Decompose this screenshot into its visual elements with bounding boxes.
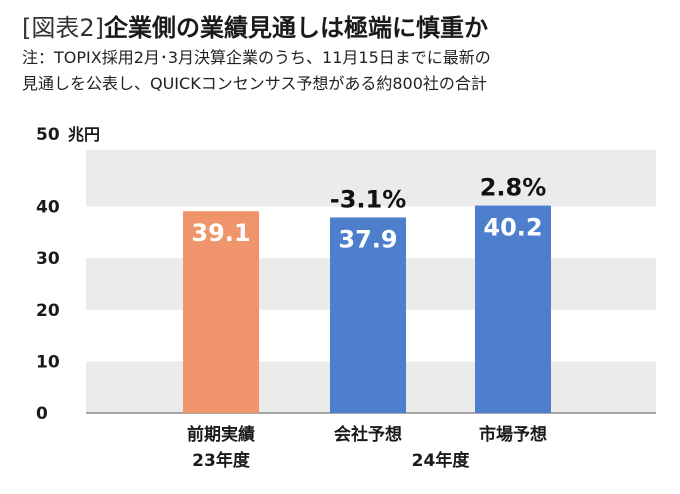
category-label-0: 前期実績 [187,424,255,445]
bar-value-label-1: 37.9 [338,225,397,253]
category-label-2: 市場予想 [479,424,547,445]
y-tick-label-30: 30 [36,249,60,269]
note-line-1: 注：TOPIX採用2月･3月決算企業のうち、11月15日までに最新の [22,48,491,67]
change-label-2: 2.8% [480,174,547,202]
bar-2 [475,205,551,413]
change-label-1: -3.1% [330,185,407,213]
y-tick-label-10: 10 [36,352,60,372]
y-unit-label: 兆円 [68,125,100,144]
category-label-1: 会社予想 [334,424,402,445]
figure-tag: [図表2] [22,14,104,42]
year-group-label-1: 24年度 [412,450,471,471]
bar-0 [183,211,259,413]
grid-band-40-50 [86,150,656,207]
y-tick-label-20: 20 [36,301,60,321]
title-text: 企業側の業績見通しは極端に慎重か [104,14,488,42]
y-tick-label-0: 0 [36,404,48,424]
chart-title: [図表2]企業側の業績見通しは極端に慎重か [22,12,664,44]
year-group-label-0: 23年度 [192,450,251,471]
y-tick-label-50: 50 [36,125,60,145]
bar-value-label-0: 39.1 [191,219,250,247]
note-line-2: 見通しを公表し、QUICKコンセンサス予想がある約800社の合計 [22,74,487,93]
bar-1 [330,217,406,413]
bar-value-label-2: 40.2 [483,214,542,242]
y-tick-label-40: 40 [36,198,60,218]
chart-header: [図表2]企業側の業績見通しは極端に慎重か 注：TOPIX採用2月･3月決算企業… [22,12,664,96]
